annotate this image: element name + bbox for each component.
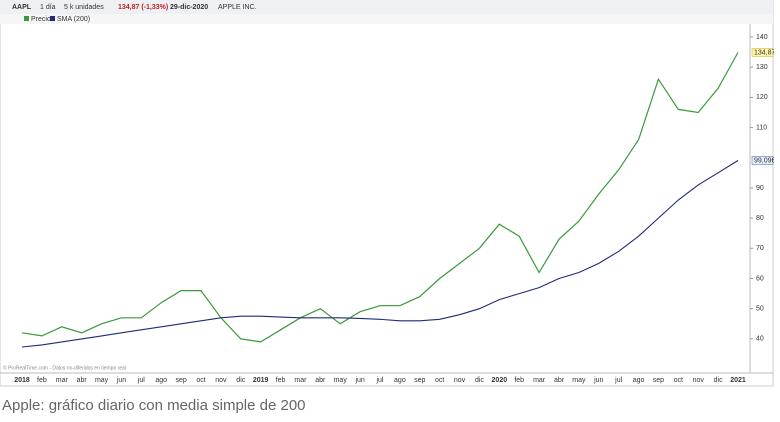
x-tick-label: nov (454, 377, 466, 384)
x-tick-label: oct (435, 377, 444, 384)
value-label-box (751, 48, 774, 57)
x-tick-label: feb (514, 377, 524, 384)
symbol[interactable]: AAPL (12, 4, 32, 11)
x-tick-label: feb (276, 377, 286, 384)
chart: AAPL 1 día 5 k unidades 134,87 (-1,33%) … (0, 0, 774, 387)
caption: Apple: gráfico diario con media simple d… (2, 397, 306, 414)
x-tick-label: jun (593, 377, 603, 384)
x-tick-label: mar (533, 377, 546, 384)
legend-bar (0, 14, 773, 24)
x-tick-label: oct (196, 377, 205, 384)
x-tick-label: mar (56, 377, 69, 384)
y-tick-label: 110 (756, 124, 767, 131)
frame (0, 0, 774, 387)
value-label: 99,096 (754, 157, 774, 164)
legend-label[interactable]: Precio (31, 16, 51, 23)
x-tick-label: oct (674, 377, 683, 384)
x-tick-label: 2019 (253, 377, 269, 384)
y-tick-label: 140 (756, 34, 768, 41)
y-tick-label: 90 (756, 185, 764, 192)
x-tick-label: abr (77, 377, 88, 384)
x-tick-label: abr (315, 377, 326, 384)
y-tick-label: 50 (756, 306, 764, 313)
y-tick-label: 60 (756, 275, 764, 282)
toolbar (0, 0, 773, 14)
x-tick-label: jun (116, 377, 126, 384)
company-name: APPLE INC. (218, 4, 257, 11)
x-tick-label: 2021 (730, 377, 746, 384)
x-tick-label: sep (653, 377, 664, 384)
quote-date: 29-dic-2020 (170, 4, 208, 11)
legend-swatch (50, 16, 55, 21)
x-tick-label: 2018 (14, 377, 30, 384)
x-tick-label: nov (693, 377, 705, 384)
units[interactable]: 5 k unidades (64, 4, 104, 11)
x-tick-label: 2020 (492, 377, 508, 384)
value-label: 134,87 (754, 49, 774, 56)
x-tick-label: mar (294, 377, 307, 384)
value-label-box (751, 156, 774, 165)
x-tick-label: sep (175, 377, 186, 384)
x-tick-label: abr (554, 377, 565, 384)
x-tick-label: may (334, 377, 348, 384)
x-tick-label: jul (137, 377, 145, 384)
x-tick-label: nov (215, 377, 227, 384)
series-line (21, 52, 739, 343)
y-tick-label: 130 (756, 64, 768, 71)
y-tick-label: 80 (756, 215, 764, 222)
x-tick-label: ago (633, 377, 645, 384)
x-tick-label: feb (37, 377, 47, 384)
series-line (21, 160, 739, 348)
y-tick-label: 120 (756, 94, 768, 101)
interval[interactable]: 1 día (40, 4, 56, 11)
watermark: © ProRealTime.com - Datos no-diferidos e… (3, 364, 126, 371)
x-tick-label: may (572, 377, 586, 384)
x-tick-label: ago (155, 377, 167, 384)
x-tick-label: may (95, 377, 109, 384)
y-tick-label: 70 (756, 245, 764, 252)
x-tick-label: jul (614, 377, 622, 384)
quote-price: 134,87 (-1,33%) (118, 4, 168, 11)
legend-swatch (24, 16, 29, 21)
x-tick-label: jul (375, 377, 383, 384)
y-tick-label: 40 (756, 336, 764, 343)
x-tick-label: ago (394, 377, 406, 384)
legend-label[interactable]: SMA (200) (57, 16, 90, 23)
x-tick-label: sep (414, 377, 425, 384)
x-tick-label: dic (475, 377, 484, 384)
x-tick-label: dic (714, 377, 723, 384)
x-tick-label: jun (354, 377, 364, 384)
x-tick-label: dic (236, 377, 245, 384)
